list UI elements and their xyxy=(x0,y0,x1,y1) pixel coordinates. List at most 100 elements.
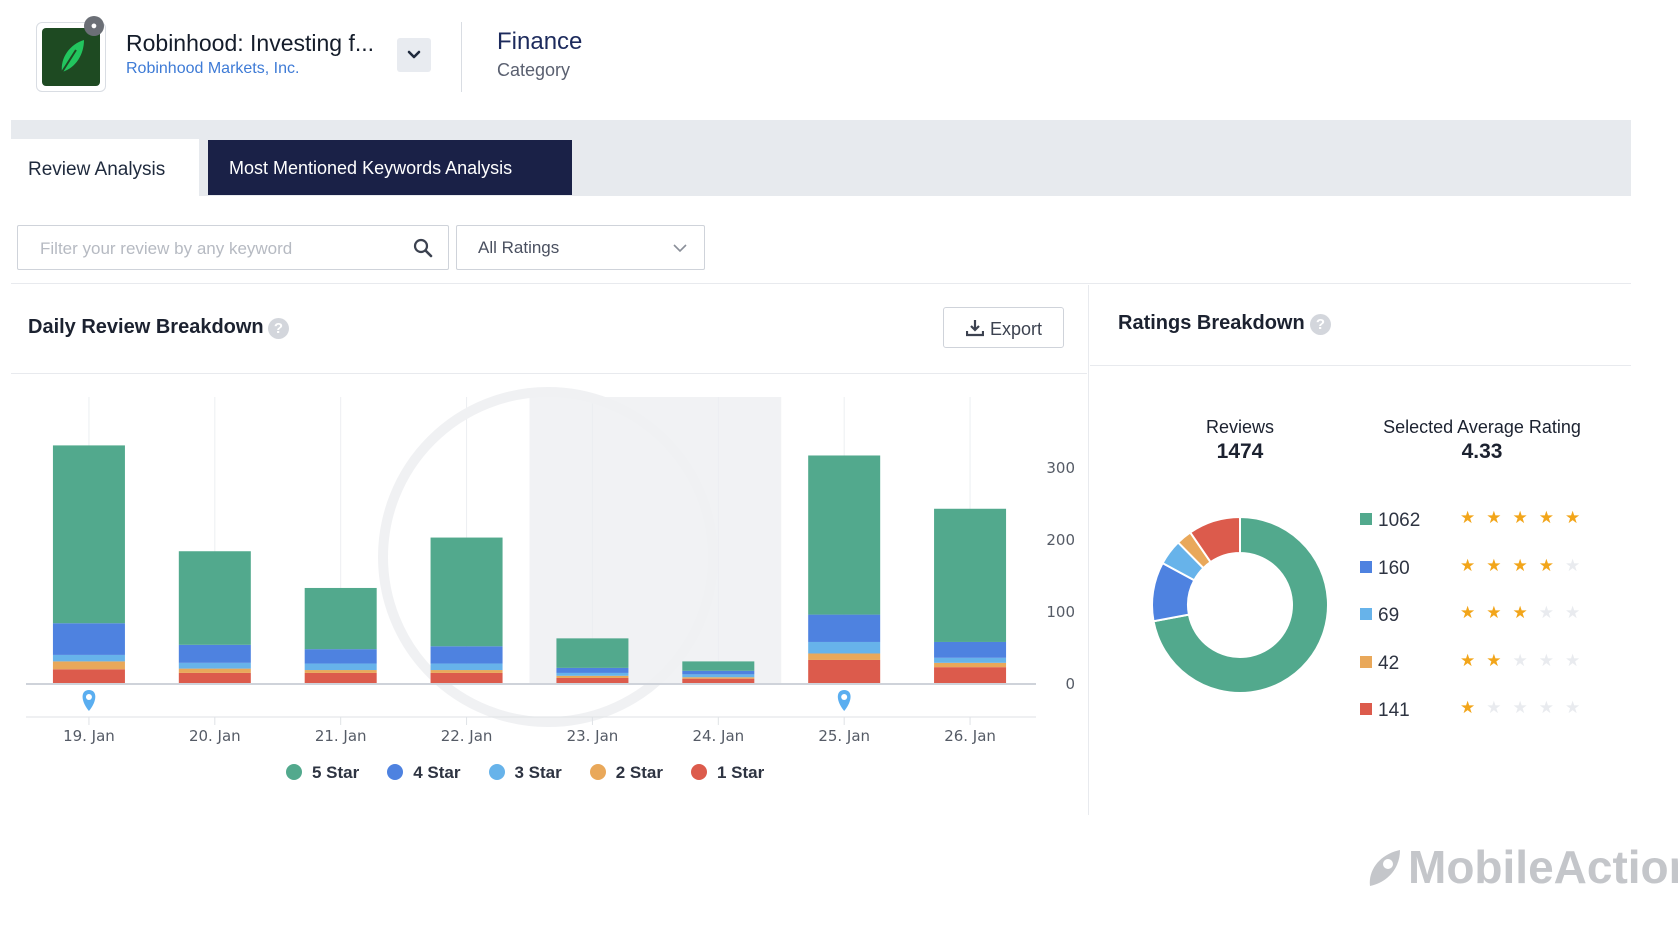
app-icon xyxy=(42,28,100,86)
bar-segment-5-star xyxy=(178,551,251,645)
bar-segment-4-star xyxy=(556,667,629,673)
average-rating-stat: Selected Average Rating 4.33 xyxy=(1352,417,1612,464)
rating-color-swatch xyxy=(1360,560,1372,573)
ratings-filter-value: All Ratings xyxy=(478,238,560,257)
rating-color-swatch xyxy=(1360,655,1372,668)
download-icon xyxy=(966,320,984,337)
reviews-label: Reviews xyxy=(1205,417,1275,437)
star-icon: ★ xyxy=(1538,508,1565,527)
bar-segment-3-star xyxy=(430,663,503,671)
bar-segment-3-star xyxy=(304,663,377,671)
ratings-donut-chart xyxy=(1151,515,1329,694)
y-tick-label: 100 xyxy=(1046,603,1075,621)
bar-segment-3-star xyxy=(178,662,251,669)
location-pin-icon xyxy=(82,690,96,711)
legend-item[interactable]: 1 Star xyxy=(691,763,764,783)
rating-row-5-star: 1062 ★★★★★ xyxy=(1360,508,1580,534)
apple-icon: ● xyxy=(84,16,104,36)
rating-count: 42 xyxy=(1378,652,1400,674)
y-tick-label: 200 xyxy=(1046,531,1075,549)
ratings-breakdown-title: Ratings Breakdown xyxy=(1118,312,1305,334)
bar-segment-1-star xyxy=(304,672,377,683)
bar-segment-3-star xyxy=(682,674,755,678)
review-search-input[interactable] xyxy=(38,238,382,260)
bar-segment-2-star xyxy=(304,670,377,673)
legend-dot xyxy=(691,764,707,780)
app-name: Robinhood: Investing f... xyxy=(126,30,375,56)
rating-row-4-star: 160 ★★★★★ xyxy=(1360,556,1580,582)
star-icon: ★ xyxy=(1486,650,1513,670)
legend-dot xyxy=(387,764,404,780)
review-search-box xyxy=(17,225,449,270)
bar-segment-2-star xyxy=(808,653,881,660)
bar-segment-1-star xyxy=(808,659,881,683)
legend-item[interactable]: 5 Star xyxy=(286,763,359,783)
divider xyxy=(11,283,1631,284)
star-rating-icons: ★★★★★ xyxy=(1460,651,1591,671)
daily-breakdown-title: Daily Review Breakdown xyxy=(28,316,264,338)
tab-keywords-analysis[interactable]: Most Mentioned Keywords Analysis xyxy=(208,140,572,195)
rating-count: 69 xyxy=(1378,605,1400,626)
x-tick-label: 26. Jan xyxy=(944,727,996,745)
category-label: Category xyxy=(497,60,571,80)
star-icon: ★ xyxy=(1486,698,1513,717)
star-icon: ★ xyxy=(1565,555,1592,575)
legend-item[interactable]: 4 Star xyxy=(387,763,461,783)
star-icon: ★ xyxy=(1460,508,1487,527)
star-icon: ★ xyxy=(1538,603,1565,622)
rating-row-1-star: 141 ★★★★★ xyxy=(1360,698,1580,724)
legend-label: 1 Star xyxy=(717,763,765,782)
x-tick-label: 24. Jan xyxy=(692,727,744,745)
star-rating-icons: ★★★★★ xyxy=(1460,556,1591,576)
y-tick-label: 0 xyxy=(1065,675,1075,693)
star-icon: ★ xyxy=(1460,603,1487,622)
star-rating-icons: ★★★★★ xyxy=(1460,508,1591,528)
x-tick-label: 21. Jan xyxy=(315,727,367,745)
bar-segment-4-star xyxy=(52,623,125,655)
rating-row-3-star: 69 ★★★★★ xyxy=(1360,603,1580,629)
bar-segment-1-star xyxy=(52,669,125,683)
divider xyxy=(1090,365,1631,366)
help-icon[interactable]: ? xyxy=(1310,314,1331,335)
star-rating-icons: ★★★★★ xyxy=(1460,603,1591,623)
bar-segment-4-star xyxy=(430,646,503,664)
bar-segment-3-star xyxy=(556,672,629,676)
ratings-filter-select[interactable]: All Ratings xyxy=(456,225,705,270)
average-rating-value: 4.33 xyxy=(1461,440,1503,463)
mobileaction-logo-icon xyxy=(1369,850,1400,886)
app-dropdown-button[interactable] xyxy=(397,38,431,72)
app-developer[interactable]: Robinhood Markets, Inc. xyxy=(126,60,300,77)
star-icon: ★ xyxy=(1512,698,1539,717)
rating-count: 1062 xyxy=(1378,510,1421,531)
donut-slice-1-star xyxy=(1188,515,1241,564)
rating-color-swatch xyxy=(1360,513,1372,525)
legend-label: 3 Star xyxy=(514,763,562,782)
card-separator xyxy=(1088,285,1089,815)
help-icon[interactable]: ? xyxy=(268,318,289,339)
bar-segment-3-star xyxy=(808,641,881,654)
tab-review-analysis[interactable]: Review Analysis xyxy=(11,139,199,196)
legend-dot xyxy=(488,764,505,780)
legend-label: 4 Star xyxy=(413,763,461,782)
bar-segment-2-star xyxy=(682,677,755,679)
highlight-band xyxy=(529,397,782,683)
star-rating-icons: ★★★★★ xyxy=(1460,698,1591,718)
y-tick-label: 300 xyxy=(1046,459,1075,477)
star-icon: ★ xyxy=(1538,650,1565,670)
bar-segment-2-star xyxy=(934,662,1007,668)
bar-segment-3-star xyxy=(934,657,1007,663)
location-pin-dot xyxy=(85,694,92,700)
header-divider xyxy=(461,22,462,92)
search-icon[interactable] xyxy=(413,238,433,258)
rating-color-swatch xyxy=(1360,608,1372,620)
legend-item[interactable]: 2 Star xyxy=(589,763,663,783)
bar-segment-4-star xyxy=(304,649,377,664)
legend-dot xyxy=(286,764,302,780)
bar-segment-5-star xyxy=(304,587,377,650)
bar-segment-5-star xyxy=(556,638,629,668)
export-button[interactable]: Export xyxy=(943,307,1064,348)
legend-item[interactable]: 3 Star xyxy=(488,763,562,783)
star-icon: ★ xyxy=(1538,698,1565,717)
bar-segment-1-star xyxy=(430,672,503,683)
